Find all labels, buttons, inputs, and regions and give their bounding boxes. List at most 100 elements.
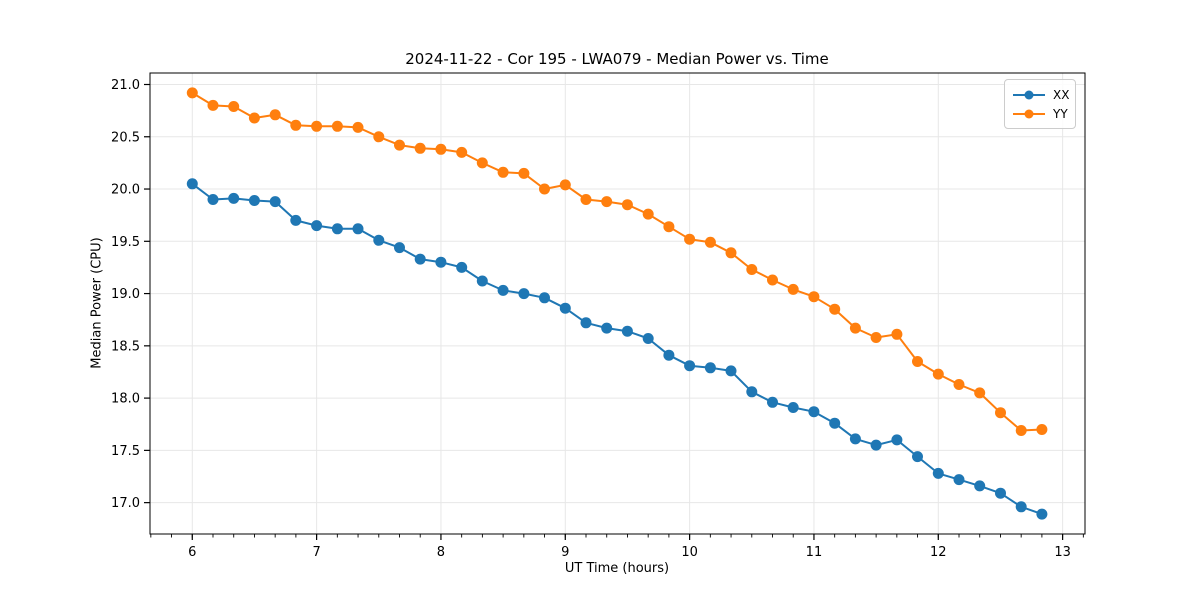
y-tick-label: 20.0 xyxy=(111,183,140,198)
data-point-XX xyxy=(870,439,882,451)
data-point-XX xyxy=(663,349,675,361)
data-point-XX xyxy=(601,322,613,334)
data-point-YY xyxy=(849,322,861,334)
data-point-YY xyxy=(642,208,654,220)
y-tick-label: 21.0 xyxy=(111,78,140,93)
legend: XX YY xyxy=(1004,79,1076,129)
chart-title: 2024-11-22 - Cor 195 - LWA079 - Median P… xyxy=(405,50,829,68)
x-tick-label: 13 xyxy=(1054,545,1071,560)
data-point-XX xyxy=(373,234,385,246)
x-tick-label: 11 xyxy=(806,545,823,560)
data-point-XX xyxy=(621,325,633,337)
data-point-XX xyxy=(995,487,1006,499)
data-point-YY xyxy=(228,101,240,112)
series-line-YY xyxy=(191,92,1042,432)
data-point-XX xyxy=(331,223,343,235)
y-tick-label: 17.0 xyxy=(111,496,140,511)
data-point-XX xyxy=(228,192,240,204)
data-point-XX xyxy=(518,288,530,300)
data-point-YY xyxy=(373,131,385,143)
data-point-YY xyxy=(995,407,1006,419)
x-tick-label: 8 xyxy=(437,545,445,560)
data-point-XX xyxy=(953,474,965,486)
data-point-XX xyxy=(476,275,488,287)
data-point-YY xyxy=(456,146,468,158)
data-point-XX xyxy=(352,223,364,235)
data-point-YY xyxy=(435,143,447,155)
data-point-YY xyxy=(953,379,965,390)
data-point-YY xyxy=(829,303,841,315)
data-point-XX xyxy=(932,467,944,479)
data-point-YY xyxy=(352,121,364,133)
data-point-YY xyxy=(621,199,633,211)
plot-spines xyxy=(149,72,1086,535)
data-point-XX xyxy=(829,417,841,429)
data-point-YY xyxy=(787,283,799,295)
data-point-YY xyxy=(704,236,716,248)
y-tick-label: 18.0 xyxy=(111,392,140,407)
data-point-XX xyxy=(456,261,468,273)
data-point-XX xyxy=(787,402,799,413)
data-point-XX xyxy=(207,194,219,205)
y-tick-label: 19.0 xyxy=(111,287,140,302)
data-point-YY xyxy=(290,119,302,131)
x-tick-label: 6 xyxy=(188,545,196,560)
x-tick-label: 9 xyxy=(561,545,569,560)
data-point-XX xyxy=(891,434,903,446)
y-tick-label: 18.5 xyxy=(111,339,140,354)
data-point-XX xyxy=(849,433,861,445)
data-point-XX xyxy=(580,317,592,329)
data-point-YY xyxy=(891,328,903,340)
data-point-YY xyxy=(186,87,198,99)
data-point-XX xyxy=(808,406,820,418)
legend-label: YY xyxy=(1053,106,1068,121)
data-point-XX xyxy=(912,451,923,463)
data-point-YY xyxy=(974,387,986,399)
x-axis-label: UT Time (hours) xyxy=(564,561,670,576)
data-point-XX xyxy=(497,284,509,296)
data-point-YY xyxy=(248,112,260,124)
y-tick-label: 17.5 xyxy=(111,444,140,459)
data-point-YY xyxy=(912,356,923,367)
data-point-YY xyxy=(497,166,509,178)
x-tick-label: 12 xyxy=(930,545,947,560)
data-point-XX xyxy=(290,214,302,226)
data-point-YY xyxy=(932,368,944,380)
legend-marker-icon xyxy=(1013,109,1045,118)
legend-label: XX xyxy=(1053,87,1070,102)
series-line-XX xyxy=(191,183,1043,516)
data-point-YY xyxy=(746,264,758,275)
data-point-XX xyxy=(248,195,260,206)
legend-item-XX: XX xyxy=(1012,85,1070,104)
data-point-XX xyxy=(414,253,426,265)
data-point-YY xyxy=(518,167,530,179)
data-point-YY xyxy=(331,120,343,132)
data-point-YY xyxy=(767,274,778,286)
data-point-XX xyxy=(974,480,986,492)
data-point-YY xyxy=(870,332,882,343)
data-point-XX xyxy=(269,196,281,208)
data-point-XX xyxy=(1036,508,1048,520)
data-point-XX xyxy=(767,396,778,408)
y-tick-label: 20.5 xyxy=(111,130,140,145)
data-point-YY xyxy=(559,179,571,191)
data-point-XX xyxy=(539,292,550,304)
data-point-XX xyxy=(394,242,405,254)
data-point-YY xyxy=(808,291,820,303)
data-point-YY xyxy=(394,139,405,151)
data-point-XX xyxy=(704,362,716,374)
data-point-XX xyxy=(186,178,198,190)
data-point-XX xyxy=(746,386,758,398)
data-point-XX xyxy=(311,220,323,232)
data-point-YY xyxy=(663,221,675,233)
data-point-YY xyxy=(725,247,737,259)
x-tick-label: 10 xyxy=(681,545,698,560)
y-tick-label: 19.5 xyxy=(111,235,140,250)
data-point-YY xyxy=(684,233,696,245)
data-point-YY xyxy=(311,120,323,132)
y-axis-label: Median Power (CPU) xyxy=(89,237,105,369)
legend-item-YY: YY xyxy=(1012,104,1068,123)
data-point-XX xyxy=(642,333,654,344)
